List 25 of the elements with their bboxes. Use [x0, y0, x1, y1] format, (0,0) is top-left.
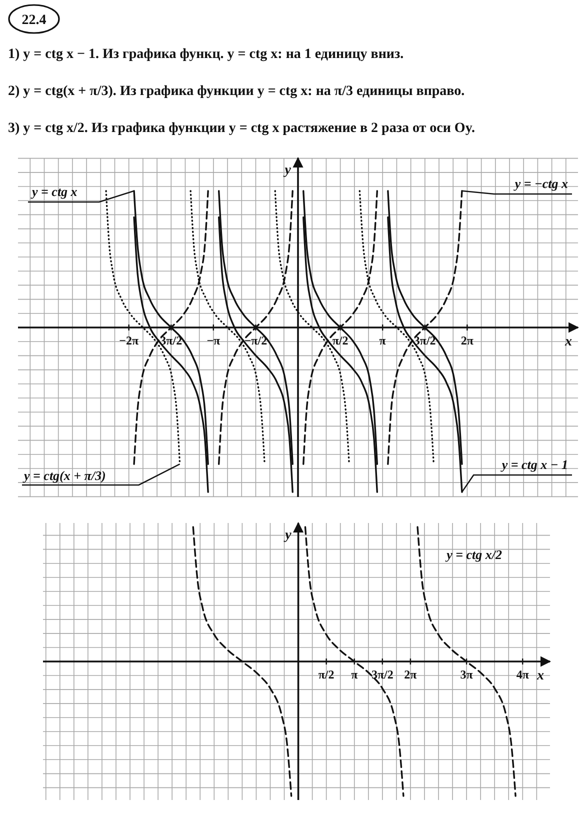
text: y = ctg x/2 — [444, 547, 502, 562]
x-axis-title: x — [564, 334, 572, 350]
text: y = ctg x — [30, 184, 78, 199]
x-tick-label: π — [379, 334, 386, 348]
x-tick-label: 4π — [516, 668, 530, 682]
text: 2) y = ctg(x + π/3). Из графика функции y = ctg x: на π/3 единицы вправо. — [8, 84, 465, 99]
x-tick-label: 2π — [460, 334, 474, 348]
x-tick-label: 3π — [460, 668, 474, 682]
text: y = ctg x − 1 — [500, 457, 568, 472]
x-tick-label: −π — [206, 334, 221, 348]
x-axis-title: x — [536, 668, 544, 684]
x-tick-label: π — [351, 668, 358, 682]
x-tick-label: π/2 — [318, 668, 334, 682]
x-tick-label: 2π — [404, 668, 418, 682]
text: y = −ctg x — [512, 176, 568, 191]
y-axis-title: y — [282, 163, 292, 178]
text: 3) y = ctg x/2. Из графика функции y = ctg x растяжение в 2 раза от оси Oy. — [8, 121, 476, 136]
x-tick-label: −2π — [119, 334, 139, 348]
x-tick-label: −π/2 — [244, 334, 268, 348]
text: 1) y = ctg x − 1. Из графика функц. y = ctg x: на 1 единицу вниз. — [8, 47, 404, 62]
x-tick-label: 3π/2 — [371, 668, 394, 682]
x-tick-label: π/2 — [332, 334, 348, 348]
y-axis-title: y — [283, 528, 292, 543]
text: y = ctg(x + π/3) — [22, 468, 106, 483]
chart-title: 22.4 — [22, 13, 46, 28]
